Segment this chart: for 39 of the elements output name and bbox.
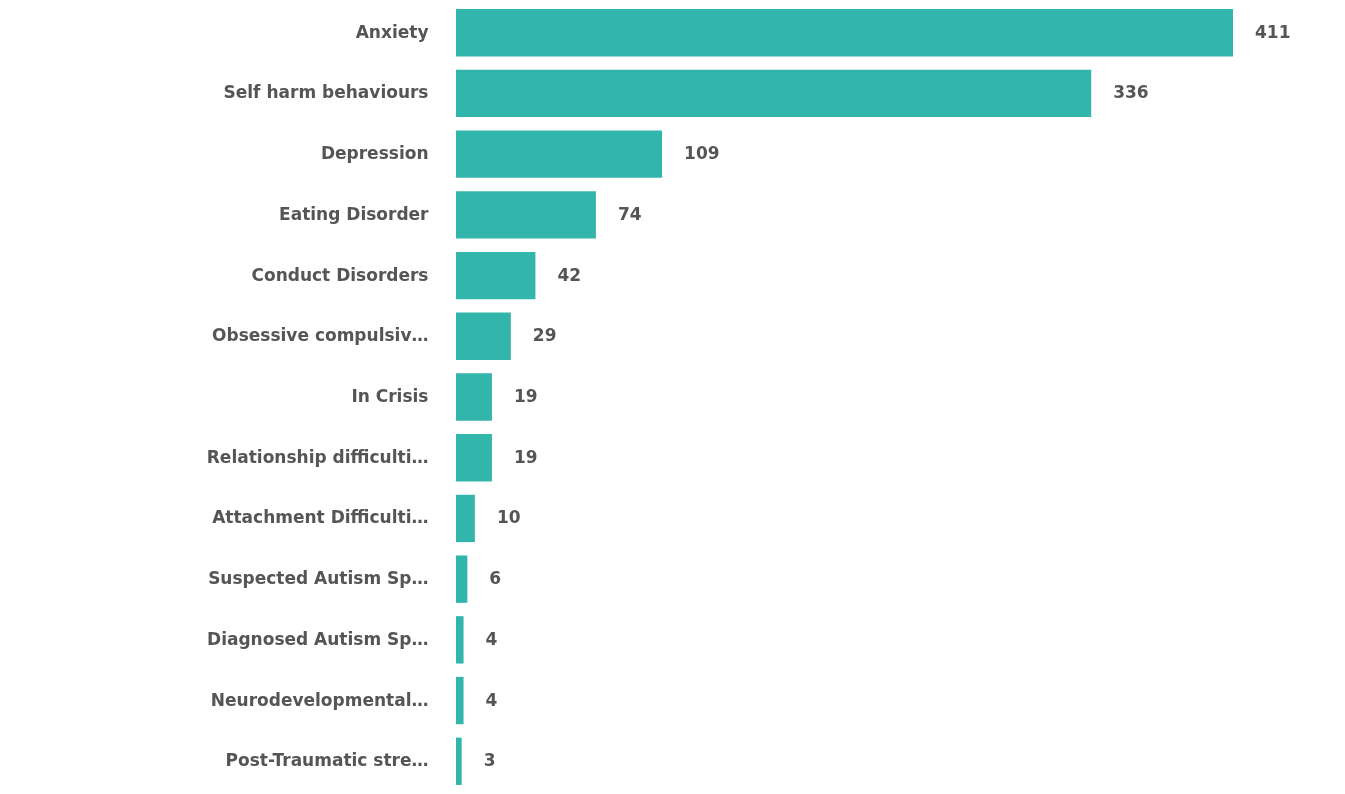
bar [456,9,1233,57]
y-tick-label: Diagnosed Autism Sp… [207,628,429,649]
y-tick-label: Neurodevelopmental… [210,689,429,710]
data-label: 42 [557,264,582,285]
bar [456,737,462,785]
data-label: 3 [483,750,496,771]
data-label: 29 [532,325,557,346]
bar [456,69,1092,118]
bar [456,130,663,178]
y-tick-label: Attachment Difficulti… [212,507,429,528]
y-tick-label: In Crisis [351,386,429,406]
y-tick-label: Conduct Disorders [251,264,429,285]
bar [456,434,492,482]
y-tick-label: Post-Traumatic stre… [225,750,429,771]
bar [456,373,492,421]
data-label: 10 [496,507,521,528]
bar [456,494,475,543]
bar [456,555,468,603]
data-label: 19 [513,446,538,467]
y-tick-label: Obsessive compulsiv… [212,325,429,346]
y-tick-label: Relationship difficulti… [206,446,429,467]
bar [456,616,464,664]
y-tick-label: Suspected Autism Sp… [208,568,429,589]
bar [456,676,464,725]
data-label: 411 [1255,21,1291,42]
data-label: 6 [489,568,502,589]
data-label: 4 [485,628,498,649]
data-label: 19 [513,386,538,406]
data-label: 109 [684,143,720,164]
data-label: 4 [485,689,498,710]
bar [456,312,511,360]
bar [456,191,596,239]
y-tick-label: Depression [320,143,429,164]
y-tick-label: Anxiety [355,21,429,42]
data-label: 74 [617,203,642,224]
y-tick-label: Self harm behaviours [223,82,429,103]
data-label: 336 [1113,82,1149,103]
bar [456,251,536,300]
y-tick-label: Eating Disorder [279,203,430,224]
